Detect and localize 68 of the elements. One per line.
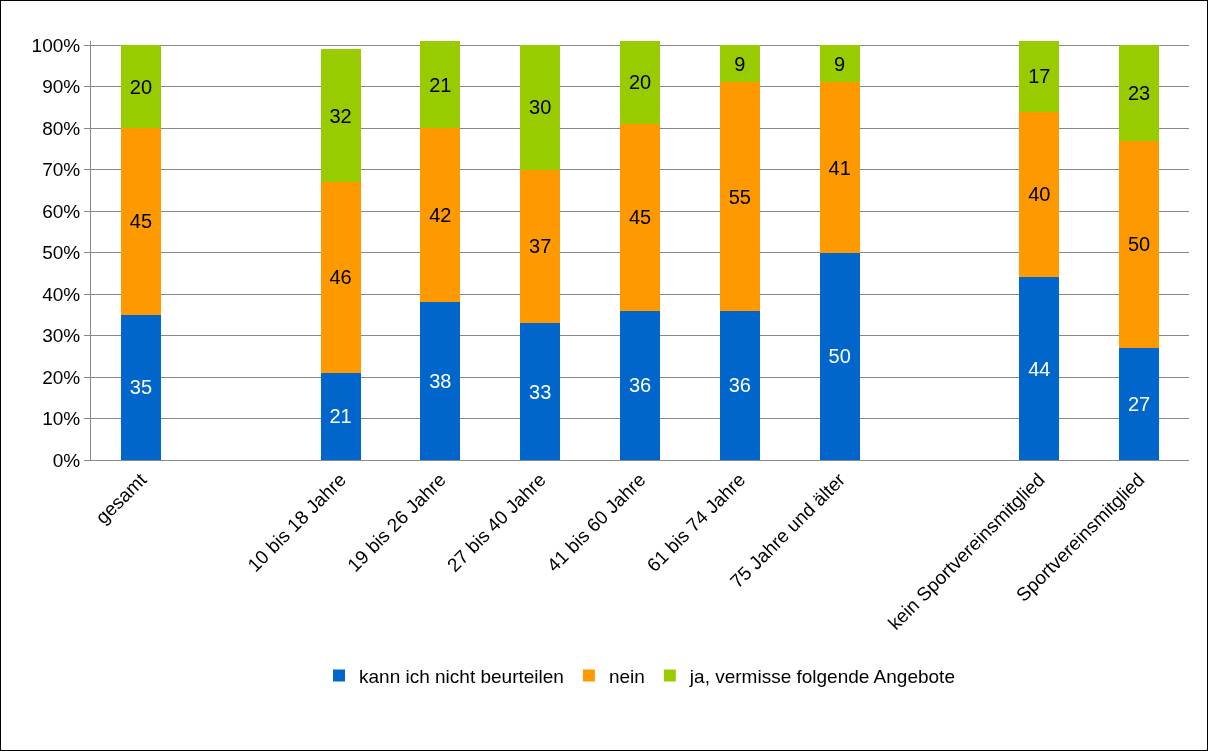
- data-label: 37: [529, 235, 552, 258]
- y-tick-label: 90%: [42, 76, 81, 98]
- bar: [120, 314, 161, 460]
- y-tick-label: 100%: [31, 34, 81, 56]
- bar: [520, 323, 561, 460]
- data-label: 36: [628, 374, 652, 397]
- bar: [520, 45, 561, 170]
- bar: [420, 302, 461, 460]
- data-label: 30: [529, 96, 552, 119]
- bar: [1019, 277, 1060, 460]
- data-label: 32: [329, 104, 352, 127]
- bar: [520, 169, 561, 324]
- y-tick-label: 20%: [42, 366, 81, 388]
- data-label: 9: [834, 52, 846, 75]
- bar: [320, 182, 361, 373]
- y-tick-label: 80%: [42, 117, 81, 139]
- legend-label: kann ich nicht beurteilen: [359, 665, 564, 687]
- data-label: 45: [129, 210, 153, 233]
- data-label: 23: [1127, 81, 1151, 104]
- data-label: 50: [1127, 233, 1151, 256]
- bar: [1119, 45, 1160, 141]
- bar: [120, 45, 161, 129]
- data-label: 20: [129, 75, 153, 98]
- data-label: 55: [728, 185, 751, 208]
- y-tick-label: 10%: [42, 408, 81, 430]
- data-label: 46: [329, 266, 352, 289]
- bar: [320, 372, 361, 460]
- bar: [819, 82, 860, 253]
- bar: [819, 252, 860, 460]
- y-tick-label: 50%: [42, 242, 81, 264]
- bar: [1019, 111, 1060, 278]
- bar: [620, 41, 660, 124]
- data-label: 35: [129, 376, 153, 399]
- data-label: 44: [1028, 357, 1051, 380]
- y-tick-label: 40%: [42, 283, 81, 305]
- y-tick-label: 60%: [42, 200, 81, 222]
- bar: [320, 49, 361, 183]
- bar: [120, 128, 161, 315]
- data-label: 50: [828, 345, 851, 368]
- data-label: 21: [429, 73, 452, 96]
- data-label: 38: [429, 370, 452, 393]
- bar: [1019, 41, 1060, 112]
- bar: [719, 82, 760, 311]
- y-tick-label: 30%: [42, 325, 81, 347]
- data-label: 21: [329, 405, 352, 428]
- data-label: 9: [734, 52, 746, 75]
- data-label: 40: [1028, 183, 1051, 206]
- legend-label: nein: [608, 665, 645, 687]
- bar: [620, 123, 660, 311]
- bar: [620, 310, 660, 460]
- data-label: 27: [1127, 392, 1151, 415]
- legend-label: ja, vermisse folgende Angebote: [688, 665, 955, 687]
- data-label: 36: [728, 374, 751, 397]
- data-label: 45: [628, 206, 652, 229]
- data-label: 17: [1028, 65, 1051, 88]
- bar: [719, 310, 760, 460]
- data-label: 41: [828, 156, 851, 179]
- bar: [719, 45, 760, 83]
- y-tick-label: 70%: [42, 159, 81, 181]
- bar: [420, 128, 461, 303]
- data-label: 20: [628, 71, 652, 94]
- data-label: 33: [529, 380, 552, 403]
- bar: [819, 45, 860, 83]
- bar: [1119, 140, 1160, 348]
- data-label: 42: [429, 204, 452, 227]
- bar: [1119, 347, 1160, 460]
- y-tick-label: 0%: [52, 449, 81, 471]
- bar: [420, 41, 461, 129]
